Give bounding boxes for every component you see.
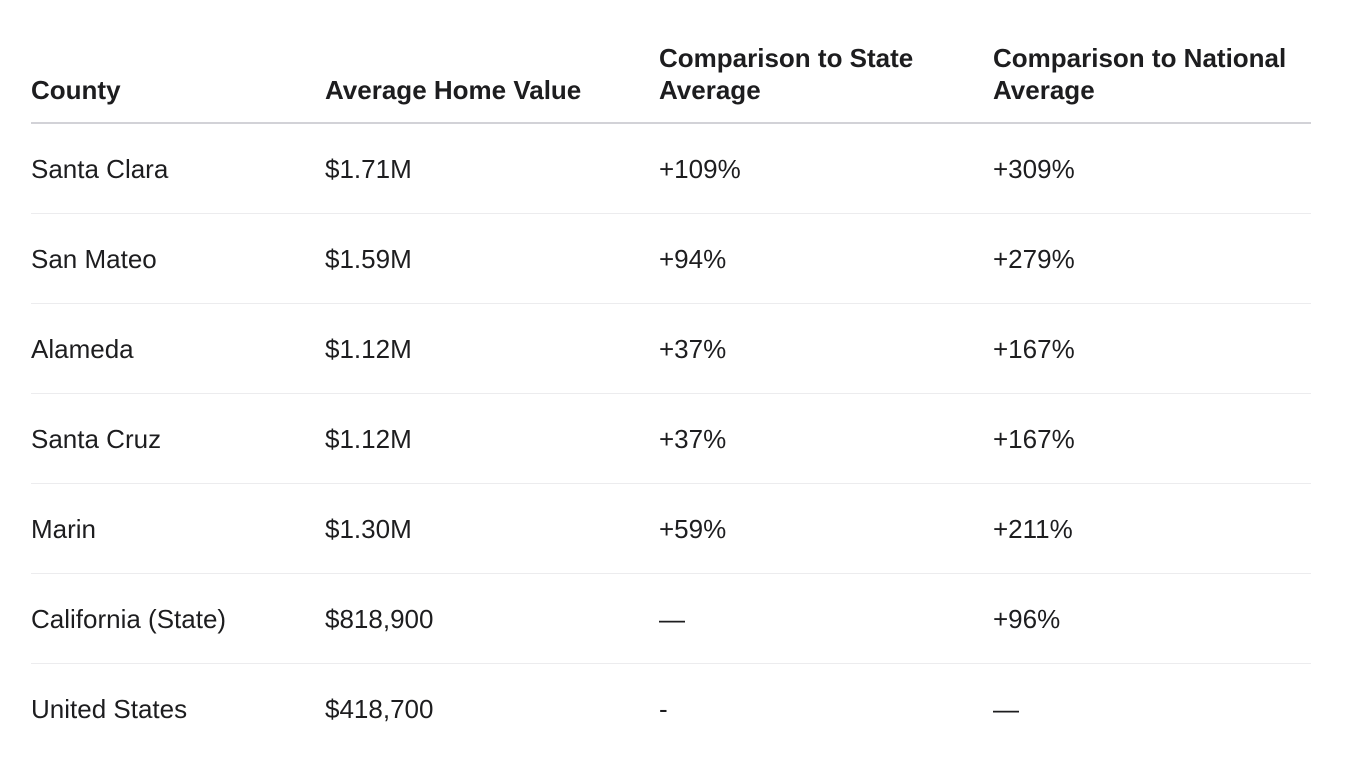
cell-national-comparison: — <box>993 693 1019 724</box>
cell-county: Santa Clara <box>31 123 325 214</box>
cell-county: San Mateo <box>31 213 325 304</box>
cell-state-comparison: - <box>659 693 668 724</box>
cell-state-comparison: +109% <box>659 123 993 214</box>
cell-home-value: $1.71M <box>325 123 659 214</box>
table-header-row: County Average Home Value Comparison to … <box>31 42 1311 124</box>
cell-national-comparison: +167% <box>993 393 1311 484</box>
header-county: County <box>31 42 325 124</box>
table-row: United States $418,700 - — <box>31 664 1311 754</box>
cell-home-value: $1.59M <box>325 213 659 304</box>
cell-county: California (State) <box>31 573 325 664</box>
cell-national-comparison: +96% <box>993 573 1311 664</box>
cell-national-comparison: +309% <box>993 123 1311 214</box>
table-row: Marin $1.30M +59% +211% <box>31 483 1311 574</box>
cell-national-comparison: +279% <box>993 213 1311 304</box>
cell-home-value: $418,700 <box>325 693 434 724</box>
cell-state-comparison: +37% <box>659 303 993 394</box>
cell-county: Santa Cruz <box>31 393 325 484</box>
cell-national-comparison: +167% <box>993 303 1311 394</box>
cell-county: Marin <box>31 483 325 574</box>
header-comparison-state: Comparison to State Average <box>659 42 993 124</box>
cell-state-comparison: +37% <box>659 393 993 484</box>
cell-home-value: $1.12M <box>325 393 659 484</box>
home-value-table: County Average Home Value Comparison to … <box>31 42 1311 753</box>
cell-national-comparison: +211% <box>993 483 1311 574</box>
table-row: Santa Cruz $1.12M +37% +167% <box>31 393 1311 484</box>
table-row: Alameda $1.12M +37% +167% <box>31 303 1311 394</box>
home-value-table-container: County Average Home Value Comparison to … <box>31 42 1311 753</box>
cell-home-value: $818,900 <box>325 573 659 664</box>
table-row: Santa Clara $1.71M +109% +309% <box>31 123 1311 214</box>
header-average-home-value: Average Home Value <box>325 42 659 124</box>
table-row: San Mateo $1.59M +94% +279% <box>31 213 1311 304</box>
cell-home-value: $1.30M <box>325 483 659 574</box>
table-row: California (State) $818,900 — +96% <box>31 573 1311 664</box>
cell-county: Alameda <box>31 303 325 394</box>
cell-state-comparison: — <box>659 573 993 664</box>
cell-state-comparison: +59% <box>659 483 993 574</box>
header-comparison-national: Comparison to National Average <box>993 42 1311 124</box>
cell-home-value: $1.12M <box>325 303 659 394</box>
cell-county: United States <box>31 693 188 724</box>
cell-state-comparison: +94% <box>659 213 993 304</box>
